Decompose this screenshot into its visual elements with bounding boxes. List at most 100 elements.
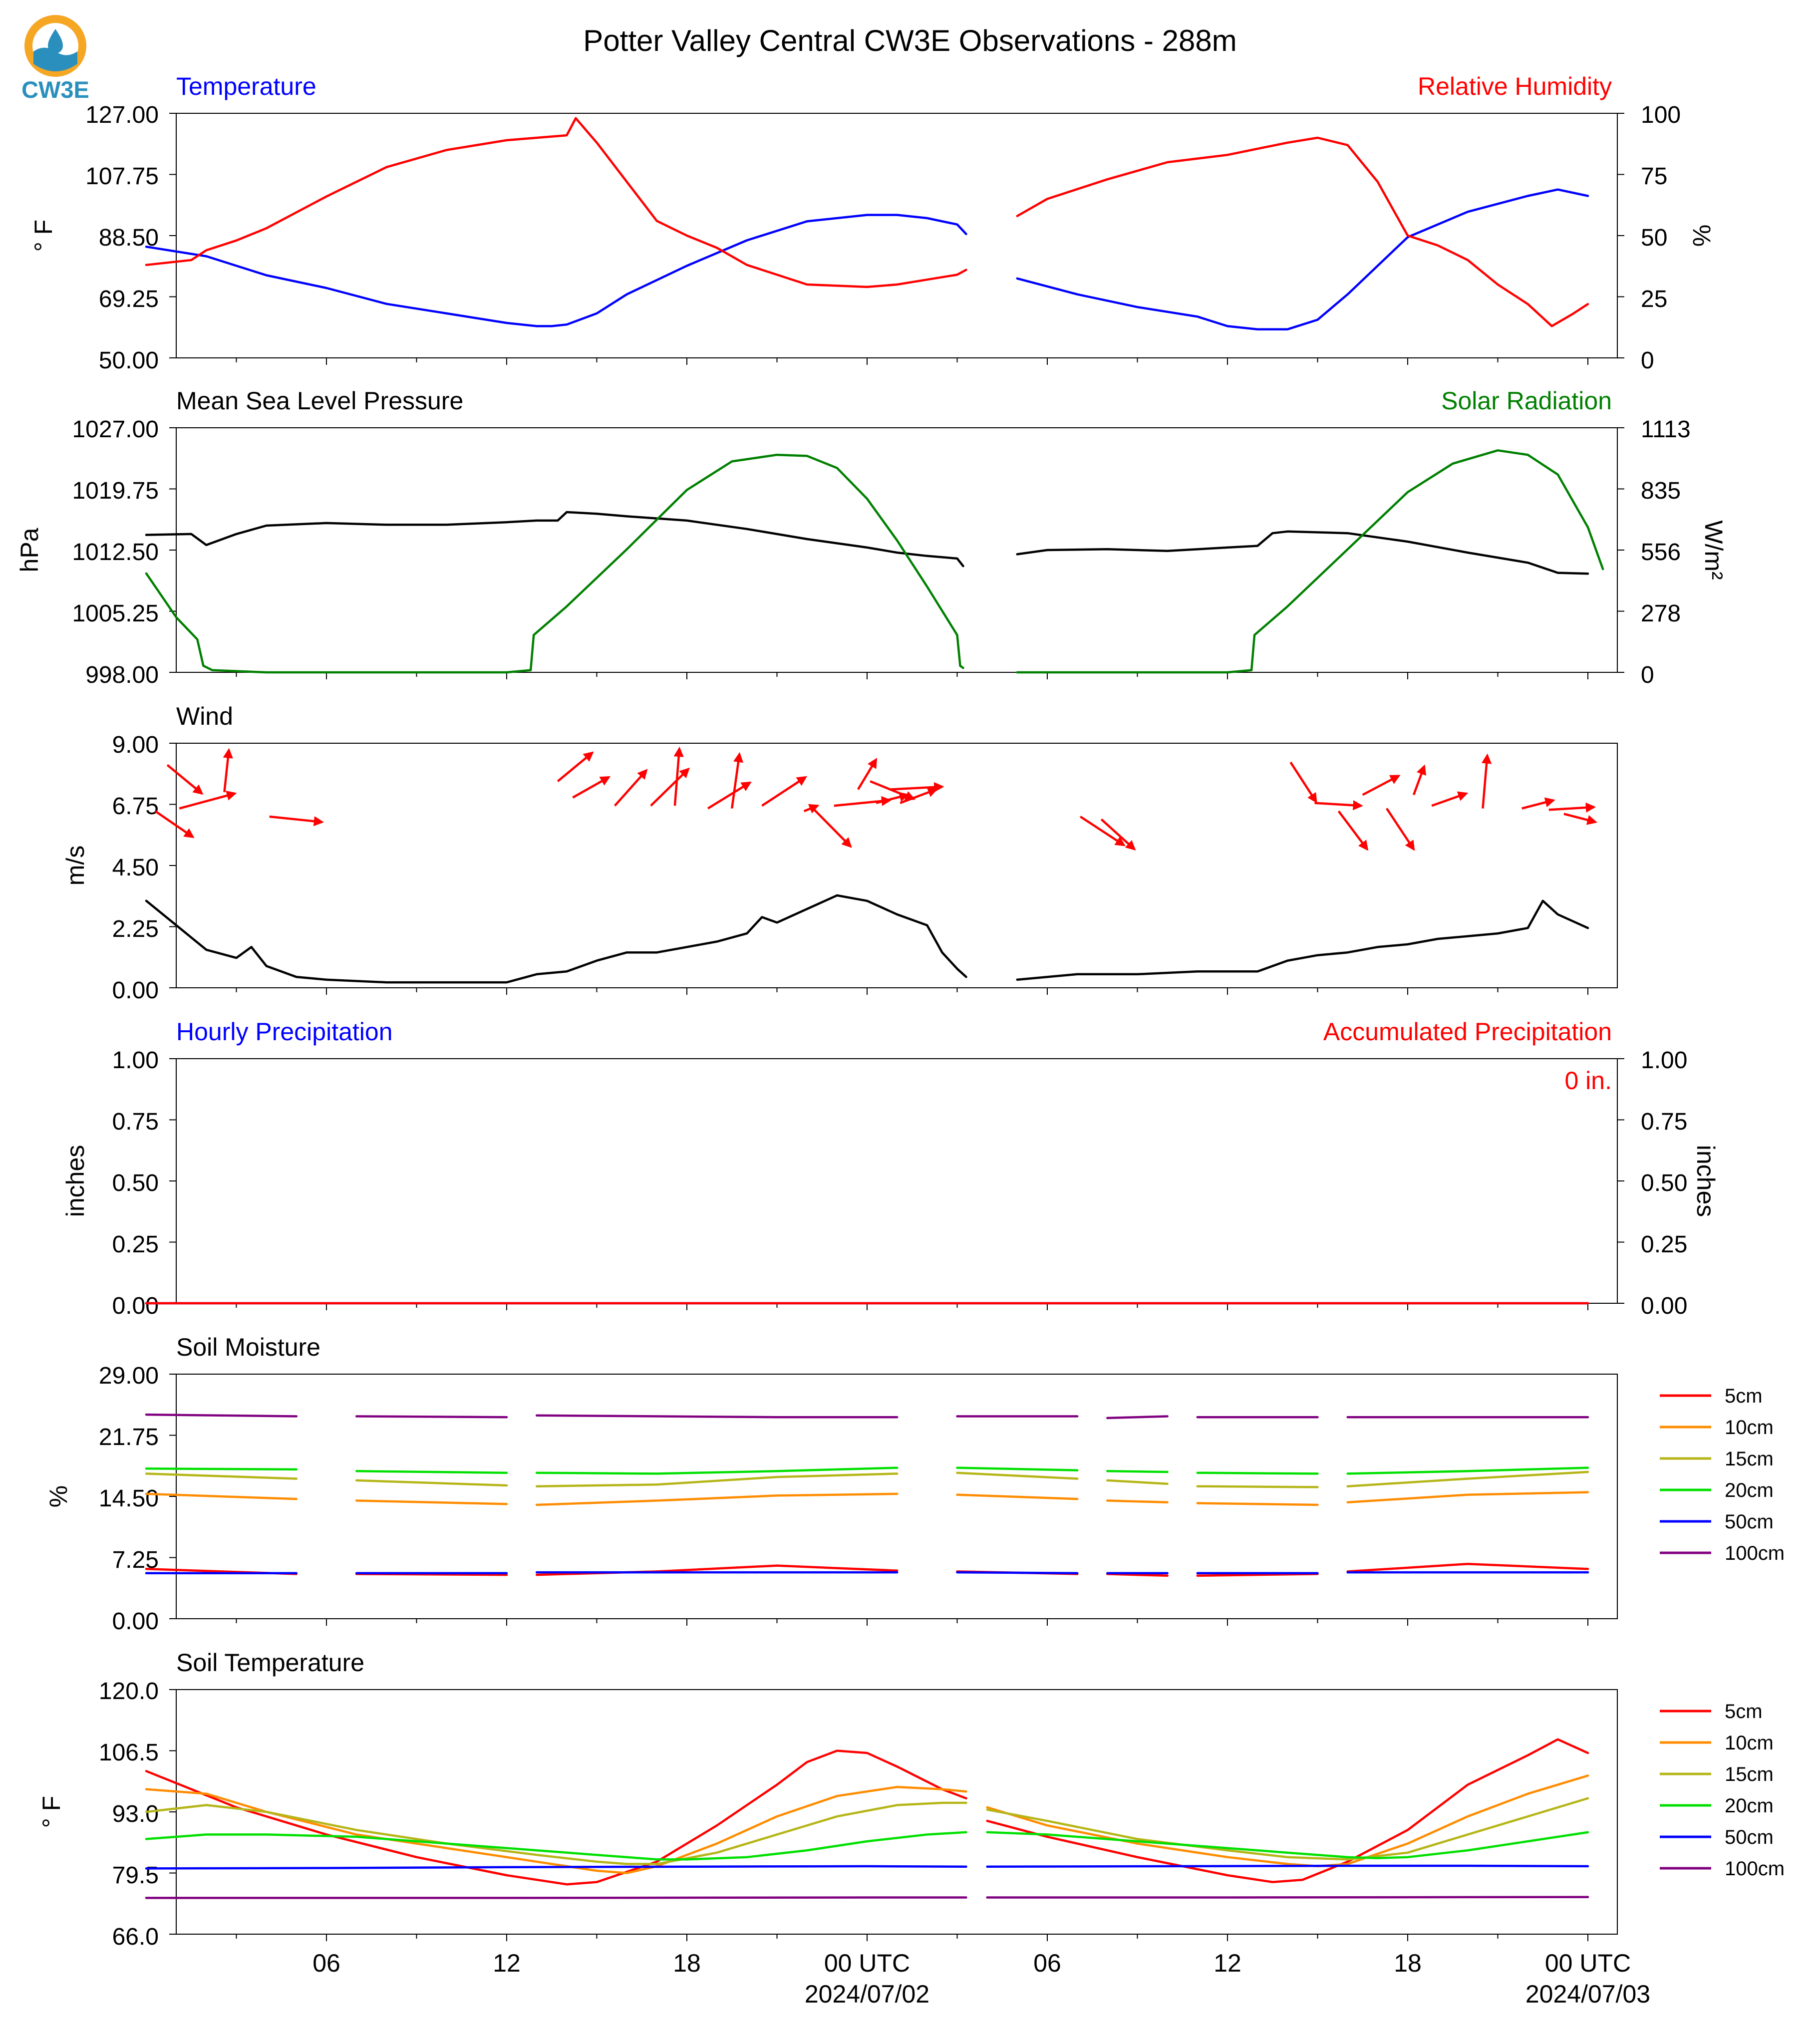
x-date-label: 2024/07/03 xyxy=(1525,1980,1650,2008)
soil-temperature-tick-label: 79.5 xyxy=(112,1862,159,1889)
wind-direction-arrow xyxy=(572,776,611,799)
legend-label: 15cm xyxy=(1725,1763,1774,1785)
series-line-20cm xyxy=(145,1831,1589,1861)
series-line-10cm xyxy=(145,1491,1589,1506)
wind-direction-arrow xyxy=(1548,802,1596,813)
plot-frame xyxy=(176,427,1618,673)
plot-frame xyxy=(176,743,1618,988)
wind-direction-arrow xyxy=(1521,797,1555,810)
x-tick-label: 12 xyxy=(493,1949,521,1977)
chart-pressure-solar xyxy=(145,427,1624,679)
legend-label: 50cm xyxy=(1725,1511,1774,1533)
humidity-tick-labels: 100 75 50 25 0 xyxy=(1641,102,1681,374)
series-line-15cm xyxy=(145,1470,1589,1488)
accum-precip-tick-label: 0.75 xyxy=(1641,1109,1687,1135)
accum-precip-title: Accumulated Precipitation xyxy=(1323,1018,1612,1046)
temperature-tick-label: 69.25 xyxy=(99,286,159,312)
pressure-tick-label: 1027.00 xyxy=(72,416,159,443)
temperature-tick-labels: 127.00 107.75 88.50 69.25 50.00 xyxy=(85,102,159,374)
x-tick-label: 18 xyxy=(1394,1949,1422,1977)
figure-title: Potter Valley Central CW3E Observations … xyxy=(583,24,1236,57)
series-line-15cm xyxy=(145,1797,1589,1865)
wind-direction-arrow xyxy=(269,815,324,827)
hourly-precip-tick-label: 0.50 xyxy=(112,1170,159,1196)
accum-precip-axis-unit: inches xyxy=(1692,1145,1720,1217)
series-line-20cm xyxy=(145,1466,1589,1475)
humidity-tick-label: 100 xyxy=(1641,102,1681,128)
panel-soil-moisture: Soil Moisture 29.00 21.75 14.50 7.25 0.0… xyxy=(44,1333,320,1635)
wind-direction-arrow xyxy=(223,748,233,793)
plot-frame xyxy=(176,1058,1618,1304)
hourly-precip-tick-label: 0.75 xyxy=(112,1109,159,1135)
series-line-temperature xyxy=(145,188,1589,330)
soil-moisture-tick-label: 0.00 xyxy=(112,1608,159,1635)
wind-direction-arrow xyxy=(1412,764,1426,796)
wind-direction-arrow xyxy=(154,810,195,839)
humidity-axis-unit: % xyxy=(1688,225,1716,247)
accum-precip-tick-label: 0.00 xyxy=(1641,1293,1687,1319)
soil-temperature-title: Soil Temperature xyxy=(176,1649,364,1677)
accum-precip-tick-label: 0.25 xyxy=(1641,1231,1687,1258)
accum-precip-value: 0 in. xyxy=(1564,1067,1612,1095)
panel-temperature-humidity: Temperature Relative Humidity 127.00 107… xyxy=(29,72,1716,374)
wind-direction-arrow xyxy=(876,792,910,804)
x-axis-labels: 06 12 18 00 UTC 06 12 18 00 UTC 2024/07/… xyxy=(312,1949,1650,2008)
pressure-tick-labels: 1027.00 1019.75 1012.50 1005.25 998.00 xyxy=(72,416,159,688)
series-line-100cm xyxy=(145,1413,1589,1420)
temperature-title: Temperature xyxy=(176,72,316,100)
wind-tick-label: 2.25 xyxy=(112,916,159,942)
humidity-title: Relative Humidity xyxy=(1418,72,1612,100)
wind-tick-label: 6.75 xyxy=(112,793,159,820)
x-tick-label: 00 UTC xyxy=(824,1949,910,1977)
solar-tick-label: 835 xyxy=(1641,478,1681,504)
temperature-axis-unit: ° F xyxy=(29,220,57,252)
wind-direction-arrow xyxy=(1289,761,1317,804)
wind-direction-arrow xyxy=(707,781,752,810)
plot-layer xyxy=(145,113,1624,1941)
wind-direction-arrow xyxy=(857,758,878,790)
wind-direction-arrow xyxy=(650,767,690,807)
soil-moisture-legend: 5cm 10cm 15cm 20cm 50cm 100cm xyxy=(1660,1385,1785,1564)
wind-tick-labels: 9.00 6.75 4.50 2.25 0.00 xyxy=(112,732,159,1004)
wind-direction-arrow xyxy=(557,751,594,782)
wind-direction-arrow xyxy=(179,791,237,810)
wind-direction-arrow xyxy=(761,776,808,807)
legend-label: 5cm xyxy=(1725,1701,1763,1723)
series-line-wind-speed xyxy=(145,894,1589,984)
panel-soil-temperature: Soil Temperature 120.0 106.5 93.0 79.5 6… xyxy=(37,1649,364,1950)
hourly-precip-tick-labels: 1.00 0.75 0.50 0.25 0.00 xyxy=(112,1047,159,1319)
solar-axis-unit: W/m² xyxy=(1700,520,1728,579)
legend-label: 10cm xyxy=(1725,1417,1774,1439)
wind-direction-arrow xyxy=(1079,816,1126,847)
humidity-tick-label: 50 xyxy=(1641,225,1667,251)
legend-label: 100cm xyxy=(1725,1542,1785,1564)
wind-tick-label: 4.50 xyxy=(112,855,159,881)
logo-drop-icon xyxy=(48,29,63,53)
x-date-label: 2024/07/02 xyxy=(805,1980,929,2008)
pressure-tick-label: 1019.75 xyxy=(72,478,159,504)
x-tick-label: 06 xyxy=(312,1949,340,1977)
soil-moisture-axis-unit: % xyxy=(44,1485,72,1507)
chart-soil-moisture xyxy=(145,1374,1618,1626)
soil-temperature-axis-unit: ° F xyxy=(37,1796,65,1828)
hourly-precip-tick-label: 0.00 xyxy=(112,1293,159,1319)
wind-direction-arrow xyxy=(1481,753,1492,809)
plot-frame xyxy=(176,1374,1618,1619)
soil-temperature-tick-labels: 120.0 106.5 93.0 79.5 66.0 xyxy=(99,1678,159,1950)
humidity-tick-label: 0 xyxy=(1641,347,1654,374)
soil-temperature-tick-label: 93.0 xyxy=(112,1801,159,1827)
wind-direction-arrow xyxy=(166,764,204,795)
chart-temperature-humidity xyxy=(145,113,1624,365)
x-tick-label: 12 xyxy=(1213,1949,1241,1977)
x-tick-label: 00 UTC xyxy=(1545,1949,1631,1977)
pressure-tick-label: 998.00 xyxy=(85,662,159,688)
legend-label: 100cm xyxy=(1725,1858,1785,1880)
soil-temperature-legend: 5cm 10cm 15cm 20cm 50cm 100cm xyxy=(1660,1701,1785,1880)
plot-frame xyxy=(176,113,1618,358)
pressure-axis-unit: hPa xyxy=(15,528,43,572)
soil-temperature-tick-label: 106.5 xyxy=(99,1739,159,1766)
solar-tick-labels: 1113 835 556 278 0 xyxy=(1641,416,1691,688)
series-line-mean-sea-level-pressure xyxy=(145,511,1589,575)
logo-wave-icon xyxy=(33,47,77,71)
